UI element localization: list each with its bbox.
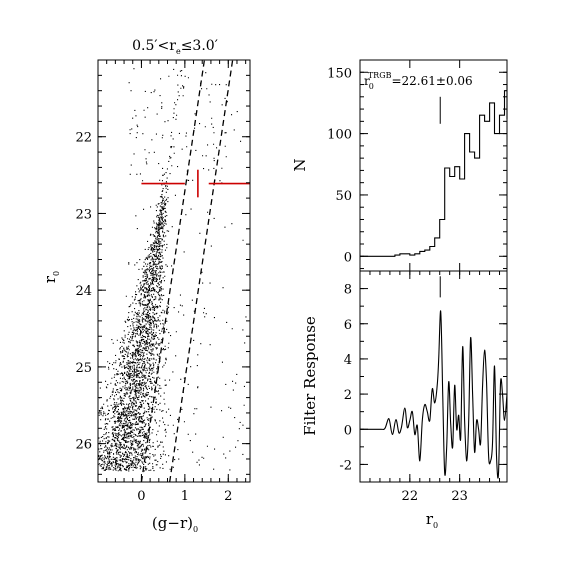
- filter-frame: [359, 270, 508, 483]
- y-tick-label: 24: [75, 284, 92, 299]
- y-tick-label: 50: [335, 189, 352, 204]
- cmd-points: [98, 68, 247, 472]
- x-tick-label: 22: [402, 489, 419, 504]
- y-tick-label: 150: [327, 66, 352, 81]
- y-tick-label: 23: [75, 207, 92, 222]
- lf-frame: [359, 59, 508, 272]
- filter-response-line: [359, 310, 508, 479]
- filter-axes: 22 23 -2 0 2 4 6 8: [339, 270, 507, 504]
- cmd-frame: [97, 59, 251, 483]
- cmd-point-cloud: [98, 68, 247, 472]
- selection-left-line: [140, 59, 206, 483]
- y-tick-label: -2: [339, 458, 352, 473]
- y-tick-label: 25: [75, 361, 92, 376]
- lf-plot: [360, 84, 508, 257]
- filter-plot: [359, 276, 508, 479]
- x-tick-label: 0: [137, 489, 145, 504]
- cmd-title: 0.5′<re≤3.0′: [132, 38, 218, 56]
- y-tick-label: 6: [344, 318, 352, 333]
- y-tick-label: 2: [344, 388, 352, 403]
- lf-histogram-step: [360, 84, 508, 257]
- y-tick-label: 4: [344, 353, 352, 368]
- y-tick-label: 100: [327, 128, 352, 143]
- filter-ylabel: Filter Response: [301, 316, 319, 436]
- y-tick-label: 8: [344, 283, 352, 298]
- y-tick-label: 0: [344, 423, 352, 438]
- x-tick-label: 1: [181, 489, 189, 504]
- cmd-overlay: [140, 59, 250, 483]
- lf-axes: 0 50 100 150: [327, 59, 507, 271]
- lf-ylabel: N: [291, 158, 309, 171]
- cmd-xlabel: (g−r)0: [152, 514, 198, 534]
- lf-annotation: r0TRGB=22.61±0.06: [364, 71, 473, 91]
- selection-right-line: [169, 59, 234, 483]
- filter-panel: 22 23 -2 0 2 4 6 8 r0 Filter Response: [301, 270, 508, 530]
- filter-xlabel: r0: [426, 510, 438, 530]
- y-tick-label: 26: [75, 438, 92, 453]
- x-tick-label: 2: [224, 489, 232, 504]
- lf-panel: 0 50 100 150 r0TRGB=22.61±0.06 N: [291, 59, 508, 272]
- cmd-ylabel: r0: [41, 271, 61, 283]
- y-tick-label: 22: [75, 131, 92, 146]
- y-tick-label: 0: [344, 250, 352, 265]
- x-tick-label: 23: [451, 489, 468, 504]
